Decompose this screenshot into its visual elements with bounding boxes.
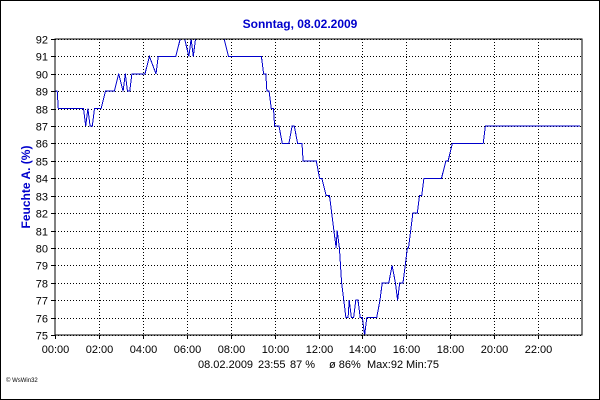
y-tick-label: 91 bbox=[36, 52, 48, 64]
y-tick-label: 87 bbox=[36, 122, 48, 134]
y-tick-label: 86 bbox=[36, 139, 48, 151]
y-tick-label: 84 bbox=[36, 174, 48, 186]
x-tick-label: 00:00 bbox=[42, 344, 70, 356]
summary-footer: 08.02.2009 23:55 87 % ø 86% Max:92 Min:7… bbox=[198, 359, 439, 371]
y-tick-label: 80 bbox=[36, 244, 48, 256]
x-tick-label: 18:00 bbox=[437, 344, 465, 356]
y-tick-label: 77 bbox=[36, 296, 48, 308]
y-tick-label: 92 bbox=[36, 35, 48, 47]
footer-average: ø 86% bbox=[329, 359, 361, 371]
y-tick-label: 76 bbox=[36, 314, 48, 326]
y-tick-label: 75 bbox=[36, 331, 48, 343]
y-tick-label: 83 bbox=[36, 192, 48, 204]
x-tick-label: 02:00 bbox=[86, 344, 114, 356]
y-tick-label: 81 bbox=[36, 227, 48, 239]
y-tick-label: 79 bbox=[36, 261, 48, 273]
x-axis-ticks: 00:00 02:00 04:00 06:00 08:00 10:00 12:00 14:00… bbox=[42, 335, 553, 356]
y-tick-label: 89 bbox=[36, 87, 48, 99]
plot-border bbox=[54, 38, 583, 336]
grid-lines bbox=[55, 39, 582, 336]
software-credit: © WsWin32 bbox=[6, 377, 38, 384]
x-tick-label: 16:00 bbox=[393, 344, 421, 356]
footer-time: 23:55 bbox=[258, 359, 286, 371]
x-tick-label: 12:00 bbox=[306, 344, 334, 356]
y-tick-label: 90 bbox=[36, 70, 48, 82]
chart-title: Sonntag, 08.02.2009 bbox=[243, 17, 358, 31]
footer-min: Min:75 bbox=[406, 359, 439, 371]
x-tick-label: 08:00 bbox=[218, 344, 246, 356]
x-tick-label: 22:00 bbox=[525, 344, 553, 356]
x-tick-label: 06:00 bbox=[174, 344, 202, 356]
y-tick-label: 85 bbox=[36, 157, 48, 169]
y-tick-label: 88 bbox=[36, 105, 48, 117]
y-axis-ticks: 75 76 77 78 79 80 81 82 83 84 85 86 87 88 89 90 91 92 bbox=[36, 35, 55, 343]
x-tick-label: 14:00 bbox=[349, 344, 377, 356]
footer-date: 08.02.2009 bbox=[198, 359, 253, 371]
x-tick-label: 10:00 bbox=[262, 344, 290, 356]
footer-current-value: 87 % bbox=[290, 359, 315, 371]
y-axis-label: Feuchte A. (%) bbox=[19, 146, 33, 229]
footer-max: Max:92 bbox=[367, 359, 403, 371]
x-tick-label: 04:00 bbox=[130, 344, 158, 356]
x-tick-label: 20:00 bbox=[481, 344, 509, 356]
humidity-line bbox=[55, 38, 580, 336]
y-tick-label: 78 bbox=[36, 279, 48, 291]
y-tick-label: 82 bbox=[36, 209, 48, 221]
